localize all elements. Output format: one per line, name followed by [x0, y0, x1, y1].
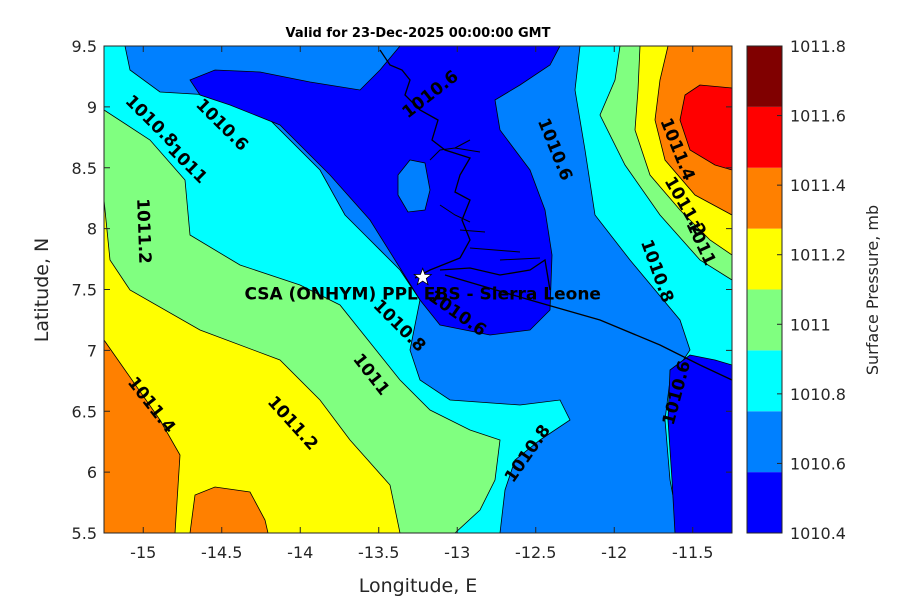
band-1010-6-to-1010-8 — [124, 46, 691, 533]
band-1011-2-to-1011-4 — [104, 199, 401, 533]
colorbar-segment — [747, 472, 782, 533]
colorbar-tick-label: 1011.8 — [790, 37, 846, 56]
x-tick-label: -13.5 — [358, 543, 399, 562]
station-label: CSA (ONHYM) PPL EBS - Sierra Leone — [244, 284, 601, 304]
star-icon — [413, 267, 433, 286]
colorbar-tick-label: 1011.4 — [790, 176, 846, 195]
x-tick-label: -12 — [601, 543, 627, 562]
band-1010-4-to-1010-6-southeast — [667, 354, 732, 533]
colorbar-segment — [747, 228, 782, 290]
y-tick-label: 6.5 — [72, 402, 97, 421]
colorbar-segment — [747, 411, 782, 473]
colorbar-tick-label: 1011.6 — [790, 107, 846, 126]
band-1010-4-to-1010-6-north — [189, 46, 561, 336]
y-tick-label: 8.5 — [72, 159, 97, 178]
colorbar-segment — [747, 167, 782, 229]
y-tick-label: 9 — [87, 98, 97, 117]
colorbar-segment — [747, 46, 782, 107]
x-tick-label: -12.5 — [515, 543, 556, 562]
band-1011-4-to-1011-6 — [104, 339, 181, 533]
y-tick-label: 5.5 — [72, 524, 97, 543]
colorbar-tick-label: 1010.8 — [790, 385, 846, 404]
colorbar-segment — [747, 350, 782, 412]
colorbar-frame — [746, 45, 783, 534]
colorbar: 1010.4 1010.6 1010.8 1011 1011.2 1011.4 1011.6… — [746, 37, 846, 543]
y-tick-label: 9.5 — [72, 37, 97, 56]
x-tick-label: -14.5 — [201, 543, 242, 562]
band-1011-6-to-1011-8 — [679, 84, 732, 171]
x-tick-label: -14 — [287, 543, 313, 562]
colorbar-segment — [747, 106, 782, 168]
contour-label: 1011.2 — [132, 198, 154, 264]
band-1011-4-south — [189, 486, 269, 533]
x-tick-label: -11.5 — [672, 543, 713, 562]
figure-title: Valid for 23-Dec-2025 00:00:00 GMT — [286, 26, 551, 41]
y-axis-ticks: 9.5 9 8.5 8 7.5 7 6.5 6 5.5 — [72, 37, 732, 543]
y-axis-label: Latitude, N — [31, 238, 53, 343]
y-tick-label: 7 — [87, 341, 97, 360]
colorbar-tick-label: 1011 — [790, 315, 831, 334]
colorbar-tick-label: 1010.4 — [790, 524, 846, 543]
y-tick-label: 8 — [87, 220, 97, 239]
y-tick-label: 6 — [87, 463, 97, 482]
band-1010-6-island — [397, 159, 431, 213]
station-marker: CSA (ONHYM) PPL EBS - Sierra Leone — [244, 267, 601, 304]
y-tick-label: 7.5 — [72, 281, 97, 300]
x-axis-label: Longitude, E — [359, 575, 478, 597]
colorbar-tick-label: 1010.6 — [790, 454, 846, 473]
river-network — [429, 139, 541, 261]
colorbar-segment — [747, 289, 782, 351]
coastline — [379, 49, 471, 279]
country-border — [439, 258, 732, 381]
x-axis-ticks: -15 -14.5 -14 -13.5 -13 -12.5 -12 -11.5 — [130, 46, 713, 562]
x-tick-label: -15 — [130, 543, 156, 562]
colorbar-tick-label: 1011.2 — [790, 246, 846, 265]
x-tick-label: -13 — [444, 543, 470, 562]
colorbar-label: Surface Pressure, mb — [863, 205, 882, 375]
